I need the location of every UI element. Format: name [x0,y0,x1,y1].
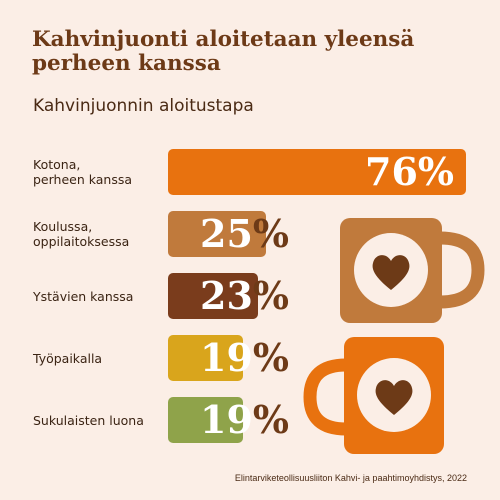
category-label: Työpaikalla [33,350,103,366]
coffee-mug-icon [340,218,485,323]
bar [168,397,243,443]
chart-title: Kahvinjuonti aloitetaan yleensä perheen … [32,27,415,76]
category-label: Koulussa, oppilaitoksessa [33,219,130,249]
source-note: Elintarviketeollisuusliiton Kahvi- ja pa… [234,473,467,483]
category-label: Sukulaisten luona [33,412,144,428]
bar-value-label: 23% [200,273,289,318]
heart-icon [375,380,413,415]
mug-handle [303,358,347,436]
bar-value-label: 76% [365,149,454,194]
category-label: Ystävien kanssa [33,288,134,304]
coffee-mug-icon [303,337,444,454]
bar [168,149,466,195]
bar [168,335,243,381]
heart-icon [372,255,410,290]
bar [168,273,258,319]
chart-subtitle: Kahvinjuonnin aloitustapa [33,96,254,116]
category-label: Kotona, perheen kanssa [33,157,133,187]
bar-value-label: 25% [200,211,289,256]
bar [168,211,266,257]
bar-value-label: 19% [200,397,289,442]
mug-handle [439,231,485,309]
bar-value-label: 19% [200,335,289,380]
